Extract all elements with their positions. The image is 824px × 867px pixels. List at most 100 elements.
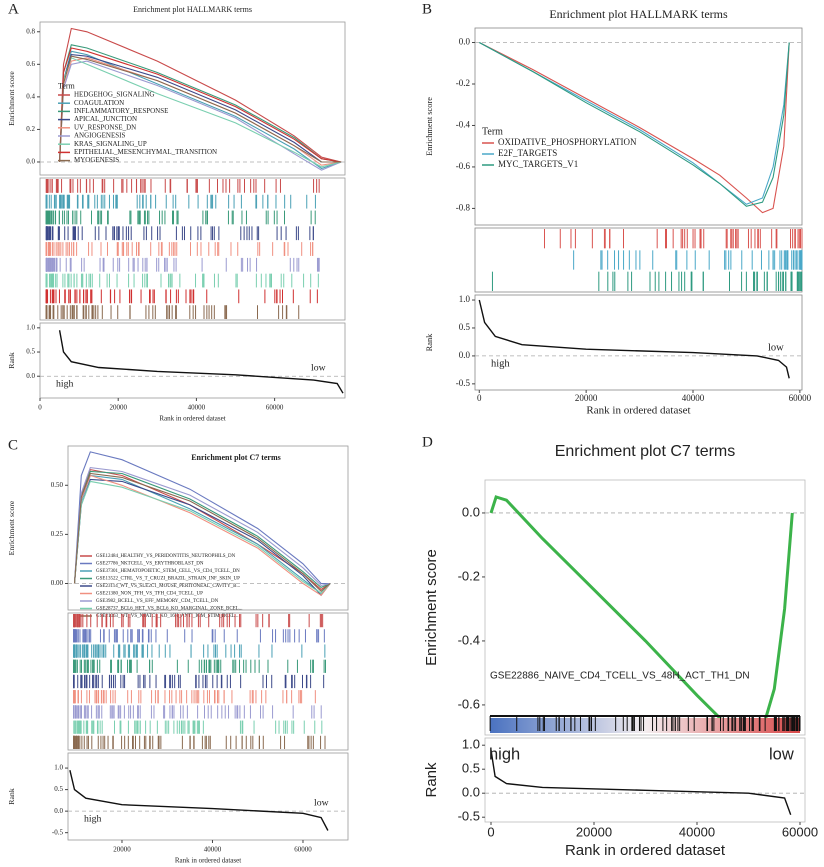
y-tick-label: 0.5 <box>54 785 63 793</box>
y-tick-label: 0.5 <box>459 322 471 332</box>
plot-frame <box>67 612 349 751</box>
legend-label: EPITHELIAL_MESENCHYMAL_TRANSITION <box>74 148 217 156</box>
rank-line <box>69 770 329 831</box>
legend-label: APICAL_JUNCTION <box>74 115 137 123</box>
y-axis-label: Rank <box>425 333 434 351</box>
y-axis-label: Enrichment score <box>7 500 16 555</box>
x-tick-label: 0 <box>487 824 494 839</box>
plot-frame <box>67 752 349 841</box>
x-tick-label: 0 <box>477 393 482 403</box>
y-tick-label: -0.2 <box>458 568 480 583</box>
y-tick-label: -0.6 <box>456 161 471 171</box>
x-tick-label: 20000 <box>113 846 131 854</box>
y-tick-label: 0.0 <box>459 350 471 360</box>
legend-title: Term <box>482 126 503 137</box>
y-tick-label: -0.4 <box>458 632 480 647</box>
plot-frame <box>39 21 346 176</box>
legend-label: ANGIOGENESIS <box>74 132 125 140</box>
x-tick-label: 20000 <box>576 824 612 839</box>
x-tick-label: 20000 <box>575 393 598 403</box>
legend-label: GSE3982_BCELL_VS_EFF_MEMORY_CD4_TCELL_DN <box>96 599 219 604</box>
y-tick-label: 0.0 <box>26 372 35 380</box>
legend-label: GSE21380_NON_TFH_VS_TFH_CD4_TCELL_UP <box>96 592 203 597</box>
plot-frame <box>484 479 806 736</box>
legend-label: GSE13522_CTRL_VS_T_CRUZI_BRAZIL_STRAIN_I… <box>96 577 240 582</box>
y-tick-label: 0.2 <box>26 125 35 133</box>
y-axis-label: Rank <box>7 788 16 805</box>
y-tick-label: 1.0 <box>462 737 480 752</box>
es-line <box>73 472 331 593</box>
y-tick-label: 0.25 <box>51 530 64 538</box>
legend-label: E2F_TARGETS <box>498 148 557 158</box>
legend-label: GSE23114_WT_VS_SLE2C1_MOUSE_PERITONEAL_C… <box>96 584 240 589</box>
es-line <box>59 27 342 163</box>
legend-label: HEDGEHOG_SIGNALING <box>74 91 155 99</box>
x-axis-label: Rank in ordered dataset <box>586 405 690 417</box>
high-label: high <box>491 358 510 369</box>
legend-label: UV_RESPONSE_DN <box>74 123 136 131</box>
es-line <box>479 42 790 214</box>
rank-line <box>478 299 790 379</box>
y-tick-label: 0.0 <box>462 785 480 800</box>
x-tick-label: 0 <box>38 404 42 412</box>
high-label: high <box>84 813 101 824</box>
legend-label: GSE27786_NKTCELL_VS_ERYTHROBLAST_DN <box>96 562 204 567</box>
plot-frame <box>39 177 346 321</box>
plot-frame <box>474 227 803 293</box>
x-tick-label: 40000 <box>679 824 715 839</box>
y-axis-label: Enrichment score <box>7 71 16 126</box>
es-line <box>59 47 342 163</box>
y-axis-label: Enrichment score <box>425 97 434 156</box>
x-axis-label: Rank in ordered dataset <box>565 842 726 859</box>
low-label: low <box>311 362 326 373</box>
legend-label: OXIDATIVE_PHOSPHORYLATION <box>498 137 637 147</box>
es-line <box>73 474 331 595</box>
y-tick-label: 0.6 <box>26 60 35 68</box>
y-tick-label: -0.5 <box>456 378 471 388</box>
chart-title: Enrichment plot HALLMARK terms <box>549 7 728 21</box>
y-tick-label: 1.0 <box>459 294 471 304</box>
y-tick-label: 0.8 <box>26 27 35 35</box>
x-tick-label: 20000 <box>109 404 127 412</box>
plot-frame <box>474 294 803 391</box>
legend-label: INFLAMMATORY_RESPONSE <box>74 107 168 115</box>
barcode-gradient <box>490 718 800 733</box>
y-tick-label: 0.0 <box>462 504 480 519</box>
legend-title: Term <box>58 82 76 91</box>
y-tick-label: 0.0 <box>459 37 471 47</box>
y-tick-label: 1.0 <box>26 323 35 331</box>
panel-letter: C <box>8 437 18 453</box>
es-line <box>489 495 794 732</box>
es-line <box>479 42 790 205</box>
y-tick-label: 0.00 <box>51 579 64 587</box>
panel-letter: A <box>8 1 19 17</box>
high-label: high <box>489 746 520 764</box>
x-axis-label: Rank in ordered dataset <box>175 857 241 865</box>
legend-label: GSE12484_HEALTHY_VS_PERIDONTITIS_NEUTROP… <box>96 554 236 559</box>
legend-label: MYC_TARGETS_V1 <box>498 159 578 169</box>
y-tick-label: 0.5 <box>26 348 35 356</box>
plot-frame <box>474 27 803 226</box>
legend-label: GSE37301_HEMATOPOIETIC_STEM_CELL_VS_CD4_… <box>96 569 240 574</box>
x-axis-label: Rank in ordered dataset <box>159 415 225 423</box>
legend-label: MYOGENESIS <box>74 156 119 164</box>
x-tick-label: 40000 <box>682 393 705 403</box>
es-line <box>73 451 331 585</box>
legend-label: GSE21063_WT_VS_NFATC1_KO_16H_ANTI_IGM_ST… <box>96 614 239 619</box>
y-tick-label: 0.5 <box>462 761 480 776</box>
es-line <box>73 480 331 595</box>
legend-label: GSE22886_NAIVE_CD4_TCELL_VS_48H_ACT_TH1_… <box>490 671 750 682</box>
es-line <box>59 60 342 171</box>
low-label: low <box>769 746 794 764</box>
legend-label: KRAS_SIGNALING_UP <box>74 140 147 148</box>
y-axis-label: Rank <box>7 352 16 369</box>
chart-title: Enrichment plot C7 terms <box>555 443 736 460</box>
plot-frame <box>67 445 349 611</box>
es-line <box>73 467 331 586</box>
high-label: high <box>56 378 73 389</box>
x-tick-label: 60000 <box>294 846 312 854</box>
y-tick-label: -0.8 <box>456 202 471 212</box>
x-tick-label: 40000 <box>204 846 222 854</box>
plot-frame <box>484 737 806 823</box>
